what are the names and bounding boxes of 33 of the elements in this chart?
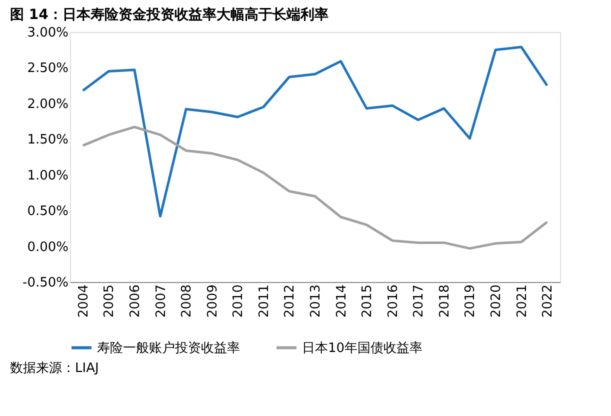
y-tick-label: -0.50% (22, 276, 68, 290)
line-series (82, 126, 548, 250)
x-tick-label: 2009 (205, 284, 220, 318)
x-tick-label: 2014 (334, 284, 350, 318)
y-tick-label: 1.50% (27, 132, 68, 148)
x-tick-label: 2005 (102, 284, 118, 318)
x-tick-label: 2016 (386, 284, 401, 318)
legend-label: 日本10年国债收益率 (302, 340, 423, 356)
source-note: 数据来源：LIAJ (10, 361, 99, 376)
chart-title: 图 14：日本寿险资金投资收益率大幅高于长端利率 (10, 6, 328, 23)
y-tick-label: 3.00% (27, 26, 68, 40)
x-tick-label: 2004 (76, 284, 92, 318)
x-tick-label: 2019 (463, 284, 478, 318)
x-tick-label: 2017 (412, 284, 427, 318)
y-tick-label: 0.50% (27, 204, 68, 220)
x-tick-label: 2013 (308, 284, 324, 318)
x-tick-label: 2011 (256, 284, 272, 318)
line-series (82, 46, 548, 218)
x-tick-label: 2010 (231, 284, 246, 318)
y-tick-label: 2.00% (27, 96, 68, 112)
x-tick-label: 2021 (514, 284, 530, 318)
x-tick-label: 2012 (282, 284, 298, 318)
x-tick-label: 2006 (128, 284, 143, 318)
x-tick-label: 2020 (489, 284, 504, 318)
legend-label: 寿险一般账户投资收益率 (97, 340, 240, 356)
y-tick-label: 0.00% (27, 240, 68, 255)
x-tick-label: 2015 (360, 284, 376, 318)
x-tick-label: 2018 (437, 284, 452, 318)
y-tick-label: 1.00% (27, 168, 68, 184)
y-tick-label: 2.50% (27, 61, 68, 76)
x-tick-label: 2007 (154, 284, 169, 318)
x-tick-label: 2022 (540, 284, 556, 318)
x-tick-label: 2008 (180, 284, 195, 318)
